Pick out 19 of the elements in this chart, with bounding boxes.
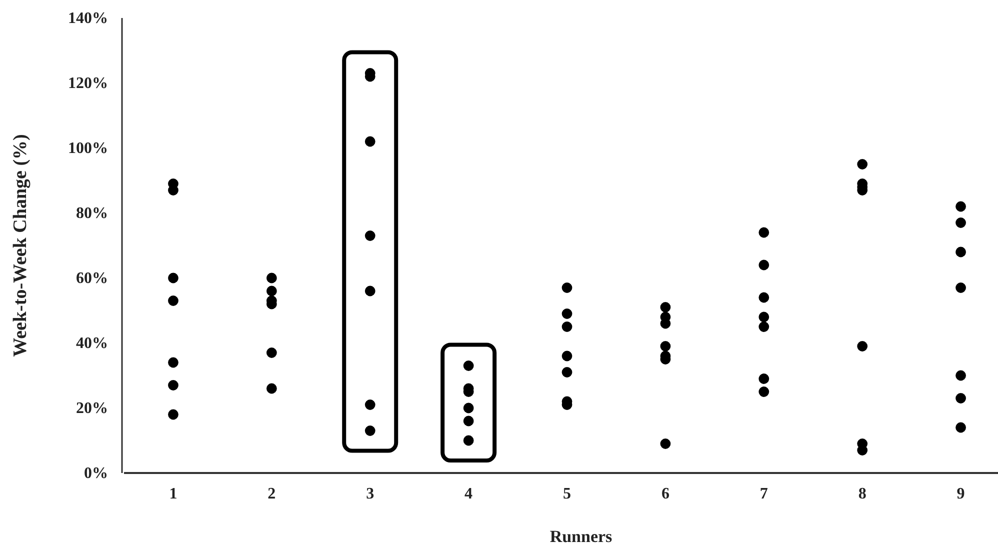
- x-tick-label: 5: [563, 485, 571, 502]
- y-tick-label: 60%: [76, 270, 108, 288]
- y-tick-label: 80%: [76, 205, 108, 222]
- y-tick-label: 20%: [76, 400, 108, 418]
- x-tick-label: 7: [760, 485, 768, 502]
- y-tick-label: 40%: [76, 335, 108, 352]
- y-tick-label: 100%: [68, 140, 108, 158]
- x-tick-label: 8: [858, 485, 866, 502]
- x-tick-label: 4: [464, 485, 473, 502]
- x-tick-label: 9: [956, 485, 965, 502]
- x-axis-title: Runners: [550, 527, 613, 546]
- y-axis-title: Week-to-Week Change (%): [10, 134, 31, 357]
- x-tick-label: 3: [366, 485, 374, 502]
- y-tick-label: 140%: [68, 10, 108, 28]
- x-tick-label: 1: [169, 485, 178, 502]
- x-tick-label: 2: [268, 485, 276, 502]
- y-tick-label: 120%: [68, 75, 108, 92]
- y-tick-label: 0%: [84, 465, 108, 482]
- x-tick-label: 6: [661, 485, 670, 502]
